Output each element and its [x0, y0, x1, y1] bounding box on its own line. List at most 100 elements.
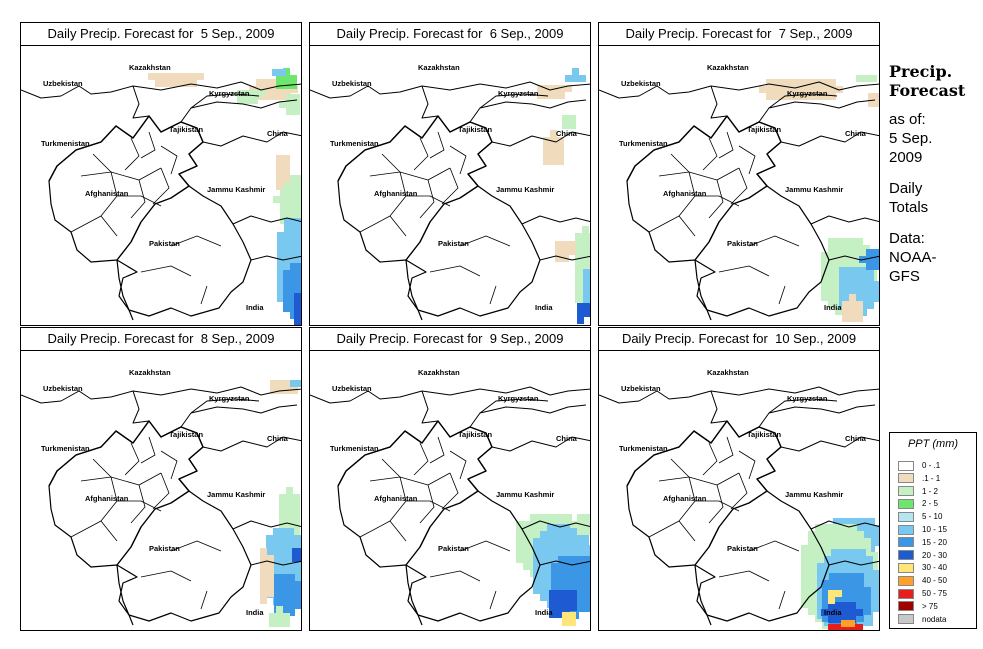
legend-swatch — [898, 486, 914, 497]
country-border — [768, 93, 838, 109]
province-border — [152, 167, 170, 205]
country-border — [768, 398, 838, 414]
place-label: Tajikistan — [458, 430, 492, 439]
panel-title: Daily Precip. Forecast for 7 Sep., 2009 — [599, 23, 879, 46]
legend-item: 10 - 15 — [898, 524, 947, 535]
province-border — [708, 179, 724, 219]
place-label: India — [246, 303, 264, 312]
country-border — [479, 398, 549, 414]
legend-label: 2 - 5 — [922, 499, 939, 509]
coastline — [405, 259, 423, 321]
province-border — [429, 570, 481, 582]
forecast-panel-sep-7: Daily Precip. Forecast for 7 Sep., 2009 … — [598, 22, 880, 326]
legend-swatch — [898, 460, 914, 471]
province-border — [406, 195, 451, 207]
legend-swatch — [898, 575, 914, 586]
province-border — [429, 436, 445, 464]
province-border — [738, 145, 756, 175]
legend-title: PPT (mm) — [907, 438, 959, 450]
province-border — [718, 265, 770, 277]
daily-line1: Daily — [889, 180, 923, 197]
province-border — [670, 153, 696, 217]
province-border — [730, 167, 748, 205]
legend-label: 0 - .1 — [922, 461, 941, 470]
province-border — [117, 195, 162, 207]
country-border — [421, 390, 439, 424]
province-border — [748, 235, 800, 247]
place-label: Pakistan — [727, 544, 758, 553]
province-border — [718, 436, 734, 464]
province-border — [778, 285, 786, 305]
legend-item: 5 - 10 — [898, 511, 942, 522]
country-border — [626, 115, 782, 261]
country-border — [539, 560, 590, 566]
place-label: Turkmenistan — [41, 444, 90, 453]
legend-label: 20 - 30 — [922, 550, 947, 560]
country-border — [202, 436, 301, 452]
country-border — [810, 520, 879, 530]
country-border — [48, 115, 204, 261]
precip-layer — [516, 514, 590, 626]
place-label: Uzbekistan — [621, 79, 661, 88]
sidebar-info: Precip. Forecast as of: 5 Sep. 2009 Dail… — [889, 62, 979, 286]
place-label: Kyrgyzstan — [498, 394, 539, 403]
country-border — [232, 520, 301, 530]
country-border — [599, 386, 879, 404]
place-label: Pakistan — [149, 544, 180, 553]
place-label: Kyrgyzstan — [787, 89, 828, 98]
place-label: Kazakhstan — [707, 63, 749, 72]
province-border — [718, 570, 770, 582]
province-border — [748, 540, 800, 552]
legend-swatch — [898, 588, 914, 599]
province-border — [92, 153, 118, 217]
province-border — [658, 167, 740, 181]
place-label: Uzbekistan — [43, 79, 83, 88]
province-border — [413, 137, 429, 171]
asof-line3: 2009 — [889, 149, 923, 166]
place-label: Kyrgyzstan — [209, 394, 250, 403]
forecast-panel-sep-8: Daily Precip. Forecast for 8 Sep., 2009 … — [20, 327, 302, 631]
province-border — [200, 285, 208, 305]
place-label: India — [246, 608, 264, 617]
place-label: China — [845, 434, 867, 443]
place-label: Afghanistan — [374, 494, 418, 503]
place-label: Turkmenistan — [41, 139, 90, 148]
legend-label: 5 - 10 — [922, 512, 943, 522]
province-border — [80, 167, 162, 181]
place-label: China — [556, 129, 578, 138]
province-border — [441, 167, 459, 205]
precip-map: Kazakhstan Uzbekistan Kyrgyzstan Tajikistan… — [599, 63, 879, 322]
province-border — [449, 450, 467, 480]
legend-swatch — [898, 537, 914, 548]
place-label: Kyrgyzstan — [209, 89, 250, 98]
place-label: Tajikistan — [747, 430, 781, 439]
province-border — [70, 215, 118, 237]
place-label: Turkmenistan — [330, 444, 379, 453]
precip-map: Kazakhstan Uzbekistan Kyrgyzstan Tajikistan… — [21, 368, 301, 627]
country-border — [21, 81, 301, 99]
country-border — [810, 215, 879, 225]
place-label: Jammu Kashmir — [785, 185, 843, 194]
province-border — [170, 540, 222, 552]
province-border — [92, 458, 118, 522]
province-border — [140, 131, 156, 159]
province-border — [419, 484, 435, 524]
province-border — [200, 590, 208, 610]
coastline — [405, 564, 423, 626]
precip-layer — [148, 68, 301, 325]
place-label: China — [845, 129, 867, 138]
legend-label: > 75 — [922, 601, 938, 611]
place-label: Uzbekistan — [332, 79, 372, 88]
legend-label: 15 - 20 — [922, 537, 947, 547]
forecast-panel-sep-10: Daily Precip. Forecast for 10 Sep., 2009… — [598, 327, 880, 631]
precip-map: Kazakhstan Uzbekistan Kyrgyzstan Tajikistan… — [21, 63, 301, 325]
country-border — [758, 404, 876, 428]
province-border — [718, 131, 734, 159]
place-label: Jammu Kashmir — [496, 185, 554, 194]
province-border — [695, 195, 740, 207]
panel-title: Daily Precip. Forecast for 5 Sep., 2009 — [21, 23, 301, 46]
place-label: Kazakhstan — [418, 368, 460, 377]
precip-map: Kazakhstan Uzbekistan Kyrgyzstan Tajikistan… — [310, 368, 590, 626]
legend-label: 30 - 40 — [922, 563, 947, 573]
province-border — [702, 442, 718, 476]
